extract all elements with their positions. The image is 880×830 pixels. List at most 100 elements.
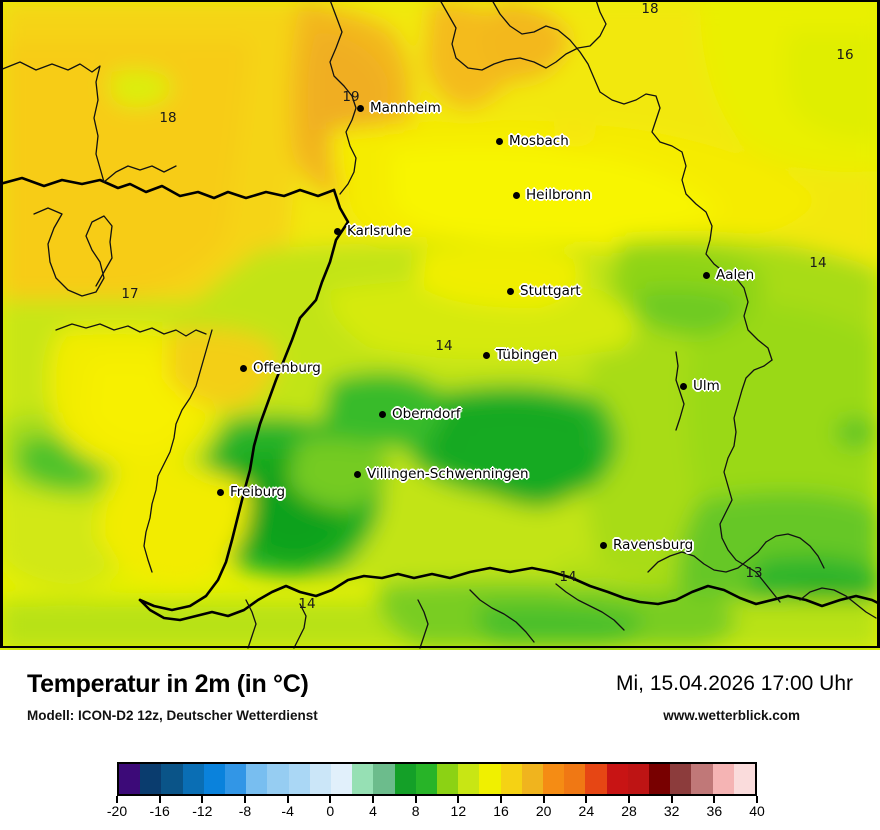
colorbar-swatch <box>500 764 522 794</box>
colorbar-swatch <box>670 764 692 794</box>
colorbar-tick <box>158 796 161 803</box>
city-dot-icon <box>217 488 224 496</box>
city-label: Karlsruhe <box>347 223 412 239</box>
country-border <box>0 176 880 622</box>
colorbar-tick-label: -12 <box>192 803 213 819</box>
isotherm-value-label: 14 <box>559 569 577 585</box>
colorbar-swatch <box>394 764 416 794</box>
colorbar-swatch <box>161 764 183 794</box>
isotherm-value-label: 17 <box>121 286 139 302</box>
colorbar-tick <box>414 796 417 803</box>
colorbar-swatch <box>521 764 544 794</box>
city-dot-icon <box>240 364 247 372</box>
colorbar-swatch <box>203 764 226 794</box>
isotherm-value-label: 18 <box>641 1 659 17</box>
isotherm-value-label: 13 <box>745 565 763 581</box>
state-border <box>0 0 877 649</box>
colorbar-ticks <box>116 796 758 803</box>
city-marker: Mannheim <box>357 100 441 116</box>
colorbar-tick <box>116 796 118 803</box>
colorbar-swatch <box>458 764 480 794</box>
colorbar-tick-label: 0 <box>326 803 335 819</box>
colorbar-tick-label: -8 <box>238 803 252 819</box>
colorbar-tick <box>372 796 374 803</box>
colorbar-tick <box>457 796 460 803</box>
city-marker: Aalen <box>703 267 754 283</box>
colorbar-tick <box>500 796 502 803</box>
colorbar-swatch <box>649 764 671 794</box>
colorbar-tick-label: 20 <box>535 803 552 819</box>
colorbar-swatch <box>331 764 353 794</box>
isotherm-value-label: 14 <box>435 338 453 354</box>
colorbar-tick-label: -16 <box>149 803 170 819</box>
city-dot-icon <box>334 227 341 235</box>
colorbar-tick-label: 16 <box>493 803 509 819</box>
city-label: Ravensburg <box>613 537 694 553</box>
temperature-colorbar: -20 -16 -12 -8 -4 0 4 8 12 16 20 24 28 32 36 40 <box>107 762 765 819</box>
colorbar-swatch <box>225 764 247 794</box>
temperature-map[interactable]: Mannheim Mosbach Heilbronn Karlsruhe Stuttga… <box>0 0 880 650</box>
city-marker: Heilbronn <box>513 187 591 203</box>
isotherm-value-label: 18 <box>159 110 177 126</box>
city-label: Heilbronn <box>526 187 592 203</box>
city-label: Mosbach <box>509 133 569 149</box>
city-label: Oberndorf <box>392 406 461 422</box>
colorbar-swatch <box>712 764 734 794</box>
colorbar-swatch <box>182 764 204 794</box>
colorbar-swatch <box>691 764 713 794</box>
city-dot-icon <box>600 541 607 549</box>
map-footer: Temperatur in 2m (in °C) Modell: ICON-D2… <box>0 650 880 830</box>
colorbar-swatch <box>564 764 586 794</box>
colorbar-swatches <box>117 762 757 796</box>
city-dot-icon <box>354 470 361 478</box>
isotherm-value-label: 14 <box>298 596 316 612</box>
city-dot-icon <box>680 382 687 390</box>
colorbar-swatch <box>733 764 756 794</box>
colorbar-swatch <box>373 764 395 794</box>
city-label: Ulm <box>693 378 720 394</box>
colorbar-tick <box>585 796 588 803</box>
colorbar-swatch <box>267 764 289 794</box>
city-dot-icon <box>513 191 520 199</box>
colorbar-swatch <box>140 764 162 794</box>
colorbar-swatch <box>309 764 332 794</box>
colorbar-tick-label: 28 <box>621 803 637 819</box>
colorbar-tick <box>670 796 673 803</box>
city-marker: Tübingen <box>483 347 557 363</box>
colorbar-tick <box>713 796 716 803</box>
city-marker: Offenburg <box>240 360 321 376</box>
colorbar-tick-label: 8 <box>411 803 420 819</box>
forecast-datetime: Mi, 15.04.2026 17:00 Uhr <box>616 672 853 695</box>
colorbar-tick <box>201 796 204 803</box>
city-dot-icon <box>379 410 386 418</box>
city-marker: Ravensburg <box>600 537 693 553</box>
colorbar-tick-label: 40 <box>749 803 765 819</box>
city-dot-icon <box>703 271 710 279</box>
city-marker: Stuttgart <box>507 283 581 299</box>
isotherm-value-label: 16 <box>836 47 854 63</box>
colorbar-swatch <box>437 764 459 794</box>
colorbar-tick-label: 12 <box>450 803 467 819</box>
colorbar-swatch <box>246 764 268 794</box>
city-label: Offenburg <box>253 360 321 376</box>
colorbar-tick-label: 32 <box>663 803 680 819</box>
city-dot-icon <box>496 137 503 145</box>
city-dot-icon <box>507 287 514 295</box>
city-label: Villingen-Schwenningen <box>367 466 529 482</box>
colorbar-swatch <box>543 764 565 794</box>
city-marker: Karlsruhe <box>334 223 411 239</box>
colorbar-swatch <box>119 764 141 794</box>
colorbar-tick-label: 24 <box>578 803 595 819</box>
page-title: Temperatur in 2m (in °C) <box>27 670 309 698</box>
temperature-field <box>0 0 880 650</box>
isotherm-value-label: 19 <box>342 89 360 105</box>
colorbar-tick <box>244 796 246 803</box>
isotherm-value-label: 14 <box>809 255 827 271</box>
colorbar-tick <box>756 796 758 803</box>
colorbar-swatch <box>288 764 310 794</box>
colorbar-tick <box>329 796 332 803</box>
colorbar-swatch <box>415 764 438 794</box>
colorbar-swatch <box>585 764 607 794</box>
colorbar-tick-label: -4 <box>281 803 294 819</box>
